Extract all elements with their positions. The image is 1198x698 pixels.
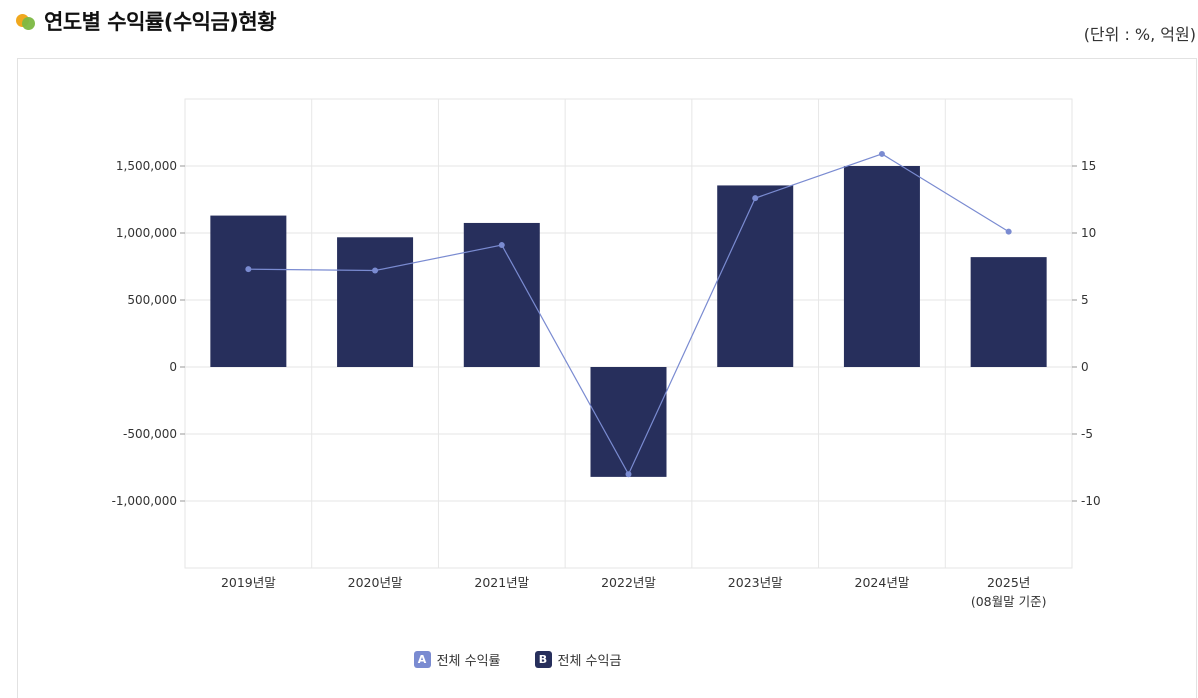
unit-label: (단위 : %, 억원) bbox=[1083, 25, 1196, 44]
chart-container bbox=[17, 58, 1197, 698]
x-tick-label: 2019년말 bbox=[221, 575, 276, 590]
y-right-tick-label: 15 bbox=[1081, 159, 1096, 173]
y-right-tick-label: 10 bbox=[1081, 226, 1096, 240]
y-right-tick-label: 0 bbox=[1081, 360, 1089, 374]
rate-point-3 bbox=[498, 242, 505, 249]
y-right-tick-label: 5 bbox=[1081, 293, 1089, 307]
bar-4 bbox=[590, 367, 667, 477]
bar-7 bbox=[970, 257, 1047, 367]
x-tick-label: 2024년말 bbox=[855, 575, 910, 590]
y-left-tick-label: 500,000 bbox=[127, 293, 177, 307]
legend-item-rate[interactable]: A 전체 수익률 bbox=[413, 650, 501, 669]
x-tick-label: 2023년말 bbox=[728, 575, 783, 590]
rate-point-4 bbox=[625, 471, 632, 478]
bar-1 bbox=[210, 215, 287, 367]
y-left-tick-label: -1,000,000 bbox=[112, 494, 177, 508]
legend-badge-b: B bbox=[534, 651, 552, 668]
chart-svg: 1,500,000 1,000,000 500,000 0 -500,000 -1,000… bbox=[112, 98, 1101, 609]
page-title: 연도별 수익률(수익금)현황 bbox=[44, 10, 277, 34]
bar-2 bbox=[337, 237, 414, 367]
plot-frame bbox=[184, 98, 1073, 569]
title-bullet-icon bbox=[16, 11, 36, 31]
rate-point-1 bbox=[245, 266, 252, 273]
y-right-tick-label: -10 bbox=[1081, 494, 1101, 508]
rate-point-7 bbox=[1005, 228, 1012, 235]
y-left-tick-label: 0 bbox=[169, 360, 177, 374]
rate-point-2 bbox=[372, 267, 379, 274]
title-wrap: 연도별 수익률(수익금)현황 bbox=[16, 6, 277, 36]
x-tick-label: 2021년말 bbox=[474, 575, 529, 590]
bar-6 bbox=[843, 166, 920, 367]
bar-5 bbox=[717, 185, 794, 367]
x-tick-label: 2022년말 bbox=[601, 575, 656, 590]
x-tick-label: 2020년말 bbox=[348, 575, 403, 590]
rate-point-6 bbox=[878, 150, 885, 157]
legend-item-profit[interactable]: B 전체 수익금 bbox=[534, 650, 622, 669]
x-tick-label: 2025년 bbox=[987, 575, 1030, 590]
legend-badge-a: A bbox=[413, 651, 431, 668]
legend-label-profit: 전체 수익금 bbox=[557, 654, 622, 669]
rate-point-5 bbox=[752, 195, 759, 202]
y-left-tick-label: -500,000 bbox=[123, 427, 177, 441]
y-right-tick-label: -5 bbox=[1081, 427, 1093, 441]
x-tick-label: (08월말 기준) bbox=[971, 594, 1047, 609]
y-left-tick-label: 1,000,000 bbox=[116, 226, 177, 240]
legend-label-rate: 전체 수익률 bbox=[436, 654, 501, 669]
y-left-tick-label: 1,500,000 bbox=[116, 159, 177, 173]
chart-legend: A 전체 수익률 B 전체 수익금 bbox=[0, 650, 1035, 669]
